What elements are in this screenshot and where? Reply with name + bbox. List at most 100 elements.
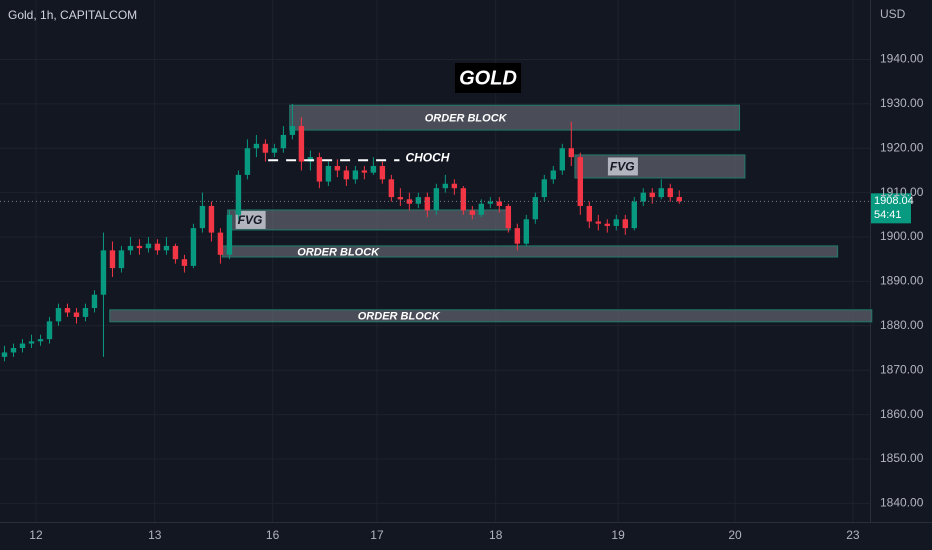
candle-body [55, 308, 62, 322]
x-tick-label: 17 [370, 528, 384, 542]
candle-body [19, 343, 26, 348]
y-tick-label: 1920.00 [880, 140, 924, 154]
x-tick-label: 16 [266, 528, 280, 542]
candle-body [649, 192, 655, 198]
candle-body [604, 223, 610, 226]
candle-body [199, 205, 206, 229]
candle-body [91, 294, 98, 309]
x-tick-label: 13 [148, 528, 162, 542]
candle-body [379, 166, 386, 180]
candle-body [172, 245, 179, 260]
countdown-label: 54:41 [874, 209, 902, 221]
candle-body [433, 188, 440, 211]
candle-body [1, 352, 8, 357]
candle-body [181, 259, 188, 266]
y-tick-label: 1870.00 [880, 362, 924, 376]
candle-body [667, 188, 673, 198]
candle-body [253, 143, 260, 149]
candle-body [568, 148, 575, 158]
zone-label: ORDER BLOCK [297, 246, 380, 258]
candle-body [541, 179, 548, 198]
candle-body [451, 183, 458, 189]
candle-body [100, 250, 107, 295]
candle-body [595, 221, 601, 224]
last-price-box [871, 193, 911, 224]
candle-body [343, 170, 350, 180]
y-tick-label: 1910.00 [880, 185, 924, 199]
candle-body [226, 214, 233, 255]
candle-body [478, 203, 485, 215]
candle-body [514, 228, 521, 244]
candle-body [334, 166, 341, 171]
y-tick-label: 1880.00 [880, 318, 924, 332]
x-tick-label: 18 [489, 528, 503, 542]
candle-body [586, 205, 592, 222]
zone-label-box [607, 157, 638, 176]
candle-body [316, 157, 323, 182]
candle-body [208, 205, 215, 233]
zone [574, 154, 746, 179]
candle-body [127, 245, 134, 251]
candle-body [352, 170, 359, 180]
candle-body [280, 134, 287, 149]
candle-body [118, 250, 125, 269]
candle-body [550, 170, 557, 180]
y-tick-label: 1850.00 [880, 451, 924, 465]
candle-body [37, 339, 44, 342]
symbol-legend: Gold, 1h, CAPITALCOM [8, 8, 137, 22]
candle-body [397, 197, 404, 200]
y-tick-label: 1840.00 [880, 496, 924, 510]
candle-body [136, 245, 143, 249]
candle-body [577, 157, 583, 206]
candle-body [532, 197, 539, 220]
zone-label-box [235, 210, 266, 229]
candle-body [676, 197, 682, 202]
candle-body [631, 201, 637, 229]
y-tick-label: 1900.00 [880, 229, 924, 243]
overlays: CHOCH 1908.04 54:41 [0, 150, 914, 224]
candle-body [640, 192, 646, 202]
candle-body [388, 179, 395, 198]
candle-body [109, 250, 116, 269]
candle-body [145, 243, 152, 249]
candle-body [523, 219, 530, 244]
last-price-label: 1908.04 [874, 195, 914, 207]
zone-label: ORDER BLOCK [425, 113, 508, 125]
zone-label: ORDER BLOCK [358, 311, 441, 323]
y-tick-label: 1860.00 [880, 407, 924, 421]
candle-body [271, 148, 278, 153]
candle-body [406, 199, 413, 204]
candle-body [559, 148, 566, 171]
candle-body [460, 188, 467, 211]
candle-body [28, 341, 35, 344]
y-tick-label: 1940.00 [880, 52, 924, 66]
candle-body [487, 201, 494, 204]
candle-body [505, 205, 512, 229]
zone [227, 209, 511, 231]
zone-label: FVG [238, 213, 263, 227]
chart-title: GOLD [459, 67, 517, 89]
zone [289, 104, 741, 131]
candle-body [469, 210, 476, 215]
candle-body [46, 321, 53, 340]
x-tick-label: 20 [728, 528, 742, 542]
candle-body [415, 197, 422, 204]
x-tick-label: 19 [611, 528, 625, 542]
zones: ORDER BLOCK FVG FVG ORDER BLOCK ORDER BLOCK [109, 104, 873, 323]
y-tick-label: 1930.00 [880, 96, 924, 110]
candle-body [622, 219, 628, 229]
zone-label: FVG [610, 160, 635, 174]
candle-body [442, 183, 449, 189]
candle-body [190, 228, 197, 266]
candle-body [64, 308, 71, 313]
title-box [455, 63, 521, 93]
candle-body [361, 170, 368, 173]
candle-body [73, 312, 80, 317]
candle-body [424, 197, 431, 211]
candle-body [262, 143, 269, 153]
candle-body [298, 126, 305, 162]
x-tick-label: 23 [846, 528, 860, 542]
candle-body [235, 174, 242, 215]
